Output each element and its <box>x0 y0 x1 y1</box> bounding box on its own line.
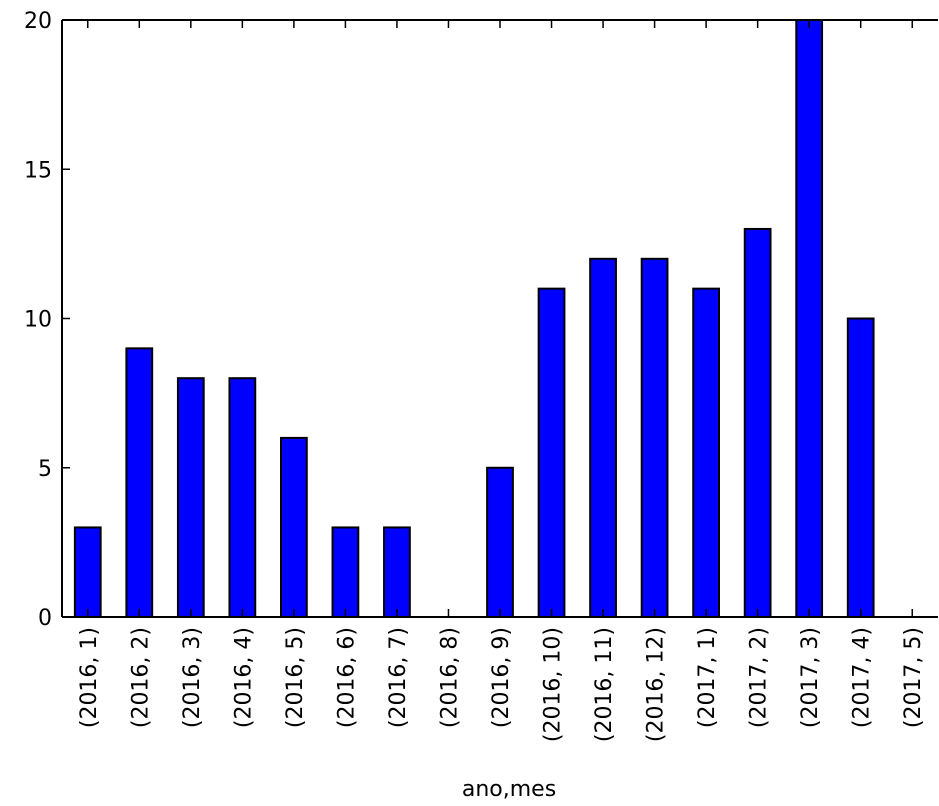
bar-13 <box>743 227 772 618</box>
bar-4 <box>280 436 308 618</box>
bar-1 <box>125 347 154 618</box>
x-tick-label-16: (2017, 5) <box>901 627 926 728</box>
y-tick-label-1: 5 <box>38 457 52 482</box>
bar-9 <box>537 287 566 618</box>
x-tick-label-0: (2016, 1) <box>77 627 102 728</box>
x-axis-ticks: (2016, 1) (2016, 2) (2016, 3) (2016, 4) (201… <box>77 20 926 742</box>
x-tick-label-14: (2017, 3) <box>798 627 823 728</box>
y-tick-label-4: 20 <box>24 9 52 34</box>
x-tick-label-10: (2016, 11) <box>592 627 617 742</box>
bar-5 <box>331 526 360 619</box>
x-axis-label: ano,mes <box>462 777 556 802</box>
x-tick-label-4: (2016, 5) <box>283 627 308 728</box>
bar-12 <box>692 287 720 618</box>
x-tick-label-8: (2016, 9) <box>489 627 514 728</box>
bar-11 <box>640 257 669 618</box>
x-tick-label-5: (2016, 6) <box>334 627 359 728</box>
y-tick-label-2: 10 <box>24 308 52 333</box>
bar-2 <box>176 377 205 619</box>
bar-15 <box>846 317 875 618</box>
x-tick-label-12: (2017, 1) <box>695 627 720 728</box>
y-tick-label-3: 15 <box>24 158 52 183</box>
x-tick-label-3: (2016, 4) <box>231 627 256 728</box>
x-tick-label-1: (2016, 2) <box>128 627 153 728</box>
x-tick-label-2: (2016, 3) <box>180 627 205 728</box>
bars-group <box>73 19 875 619</box>
x-tick-label-15: (2017, 4) <box>850 627 875 728</box>
bar-3 <box>228 377 257 619</box>
x-tick-label-7: (2016, 8) <box>437 627 462 728</box>
y-axis-ticks: 0 5 10 15 20 <box>24 9 70 631</box>
bar-8 <box>486 466 514 618</box>
x-tick-label-9: (2016, 10) <box>541 627 566 742</box>
x-tick-label-6: (2016, 7) <box>386 627 411 728</box>
bar-10 <box>589 257 617 618</box>
y-tick-label-0: 0 <box>38 606 52 631</box>
bar-6 <box>383 526 411 619</box>
bar-0 <box>73 526 102 619</box>
x-tick-label-13: (2017, 2) <box>747 627 772 728</box>
x-tick-label-11: (2016, 12) <box>644 627 669 742</box>
bar-14 <box>795 19 824 618</box>
